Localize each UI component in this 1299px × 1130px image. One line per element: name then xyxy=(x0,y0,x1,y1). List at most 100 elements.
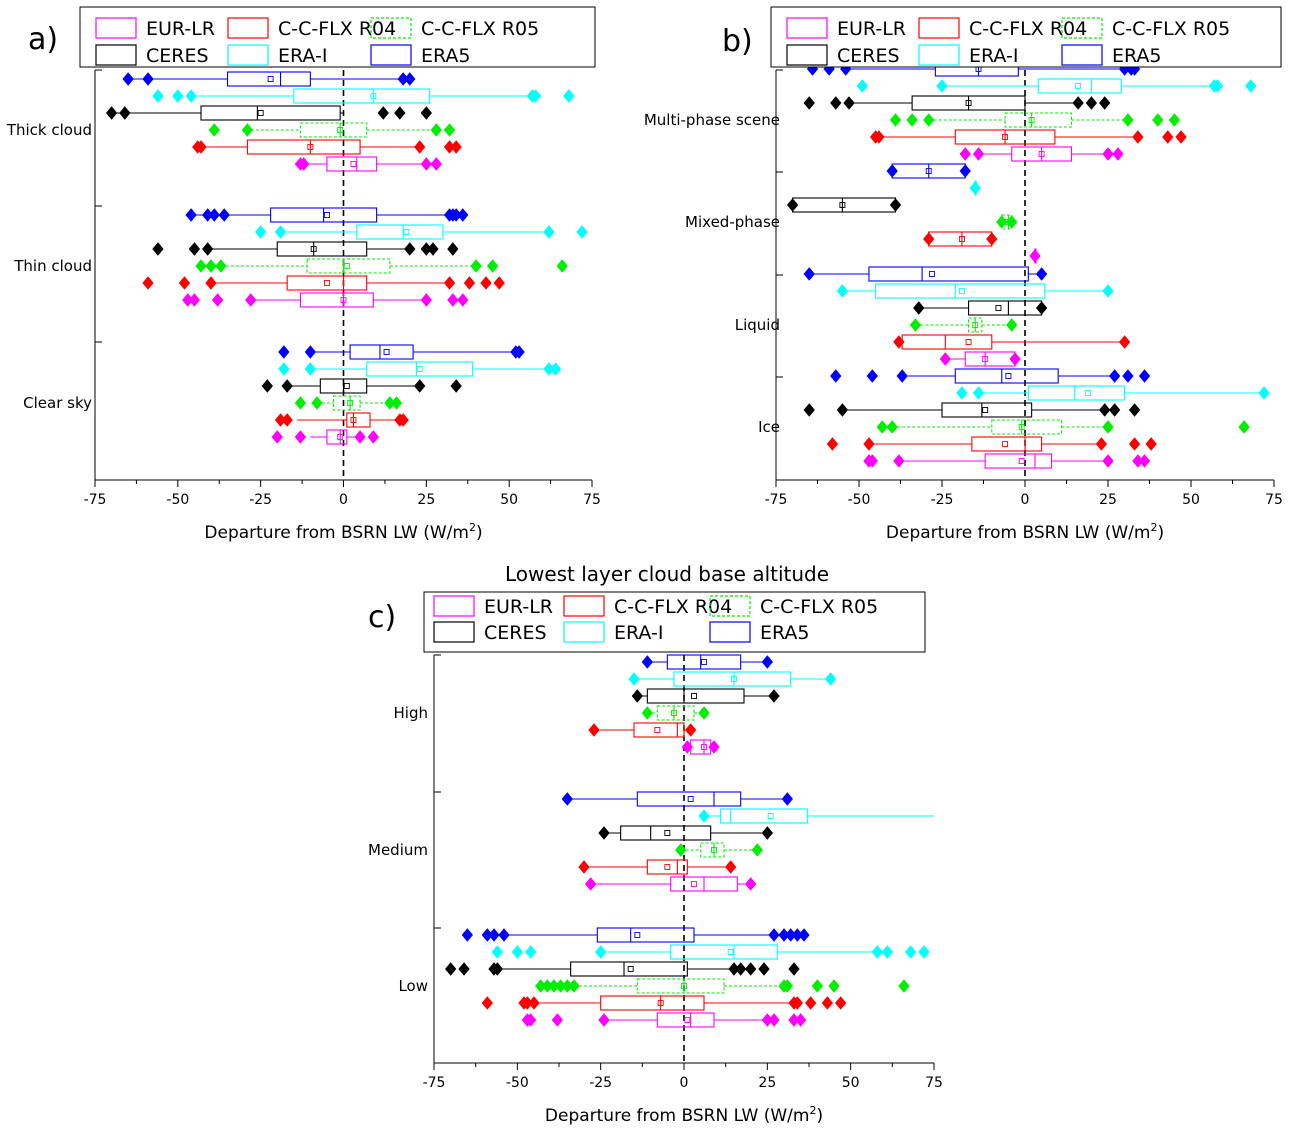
box-iqr xyxy=(306,258,391,274)
outlier-point xyxy=(481,996,493,1010)
box-iqr xyxy=(875,283,1046,299)
outlier-point xyxy=(835,996,847,1010)
outlier-point xyxy=(543,225,555,239)
box-era-i xyxy=(856,78,1257,94)
outlier-point xyxy=(304,362,317,376)
x-tick-label: 0 xyxy=(339,492,348,508)
box-c-c-flx-r04 xyxy=(869,129,1187,145)
legend-label-c-c-flx-r05: C-C-FLX R05 xyxy=(1112,18,1230,40)
outlier-point xyxy=(893,454,905,468)
outlier-point xyxy=(414,379,426,393)
outlier-point xyxy=(281,413,293,427)
outlier-point xyxy=(641,706,653,720)
box-iqr xyxy=(792,197,897,213)
box-era5 xyxy=(278,344,525,360)
category-label: Mixed-phase xyxy=(685,213,780,231)
box-iqr xyxy=(326,156,378,172)
box-c-c-flx-r05 xyxy=(996,214,1018,230)
mean-marker xyxy=(310,246,317,252)
outlier-point xyxy=(996,215,1008,229)
mean-marker xyxy=(671,710,677,716)
outlier-point xyxy=(218,208,230,222)
outlier-point xyxy=(768,689,780,703)
box-iqr xyxy=(366,361,474,377)
group-thin-cloud: Thin cloud xyxy=(13,207,588,308)
mean-marker xyxy=(1002,441,1009,447)
outlier-point xyxy=(458,962,470,976)
outlier-point xyxy=(491,945,503,959)
legend-swatch-eur-lr xyxy=(95,17,137,39)
outlier-point xyxy=(561,792,573,806)
outlier-point xyxy=(698,809,710,823)
x-tick-label: -25 xyxy=(249,492,272,508)
outlier-point xyxy=(178,276,191,290)
outlier-point xyxy=(918,945,930,959)
outlier-point xyxy=(585,877,597,891)
outlier-point xyxy=(786,198,799,212)
outlier-point xyxy=(443,276,456,290)
outlier-point xyxy=(142,72,154,86)
mean-marker xyxy=(681,983,687,989)
outlier-point xyxy=(798,928,810,942)
outlier-point xyxy=(939,352,951,366)
outlier-point xyxy=(1102,284,1114,298)
box-c-c-flx-r05 xyxy=(208,122,456,138)
outlier-point xyxy=(1029,249,1041,263)
box-iqr xyxy=(636,978,725,994)
box-iqr xyxy=(356,224,444,240)
x-tick-label: -50 xyxy=(166,492,189,508)
chart-panel-c: -75 -50 -25 0 25 50 75 Departure from BSRN LW (… xyxy=(368,591,943,1126)
mean-marker xyxy=(627,966,634,972)
box-c-c-flx-r04 xyxy=(274,412,409,428)
outlier-point xyxy=(628,672,640,686)
legend-swatch-era5 xyxy=(370,44,412,66)
outlier-point xyxy=(896,369,908,383)
legend-swatch-eur-lr xyxy=(433,595,475,617)
box-iqr xyxy=(720,808,808,824)
outlier-point xyxy=(430,123,442,137)
box-c-c-flx-r04 xyxy=(481,995,847,1011)
outlier-point xyxy=(863,437,875,451)
outlier-point xyxy=(311,396,323,410)
box-eur-lr xyxy=(521,1012,807,1028)
outlier-point xyxy=(1211,79,1224,93)
legend-swatch-era-i xyxy=(227,44,269,66)
group-high: High xyxy=(394,654,837,755)
outlier-point xyxy=(972,386,985,400)
outlier-point xyxy=(513,345,525,359)
outlier-point xyxy=(1099,403,1111,417)
outlier-point xyxy=(568,979,580,993)
outlier-point xyxy=(142,276,154,290)
mean-marker xyxy=(767,813,774,819)
x-tick-label: 50 xyxy=(842,1075,860,1091)
box-era5 xyxy=(561,791,793,807)
outlier-point xyxy=(881,945,893,959)
mean-marker xyxy=(337,434,344,440)
outlier-point xyxy=(1102,147,1114,161)
outlier-point xyxy=(556,259,568,273)
outlier-point xyxy=(803,403,815,417)
mean-marker xyxy=(972,322,979,328)
legend-swatch-c-c-flx-r04 xyxy=(918,17,960,39)
box-era5 xyxy=(461,927,810,943)
mean-marker xyxy=(958,288,965,294)
outlier-point xyxy=(430,157,442,171)
outlier-point xyxy=(735,962,747,976)
x-axis-title-superscript: 2 xyxy=(1150,521,1157,534)
mean-marker xyxy=(965,339,972,345)
outlier-point xyxy=(811,979,823,993)
legend-label-era5: ERA5 xyxy=(421,45,471,67)
outlier-point xyxy=(745,877,757,891)
outlier-point xyxy=(830,96,842,110)
mean-marker xyxy=(657,1000,664,1006)
box-iqr xyxy=(954,368,1059,384)
x-tick-label: 25 xyxy=(1099,492,1117,508)
outlier-point xyxy=(450,379,462,393)
outlier-point xyxy=(791,996,803,1010)
box-era-i xyxy=(969,180,981,196)
outlier-point xyxy=(598,1013,610,1027)
outlier-point xyxy=(367,430,379,444)
outlier-point xyxy=(836,284,849,298)
mean-marker xyxy=(1018,424,1025,430)
outlier-point xyxy=(1162,130,1174,144)
